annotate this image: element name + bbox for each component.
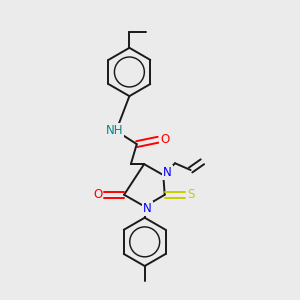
Text: N: N	[143, 202, 152, 215]
Text: O: O	[160, 133, 169, 146]
Text: NH: NH	[106, 124, 123, 137]
Text: N: N	[163, 166, 172, 178]
Text: S: S	[188, 188, 195, 201]
Text: O: O	[93, 188, 102, 201]
